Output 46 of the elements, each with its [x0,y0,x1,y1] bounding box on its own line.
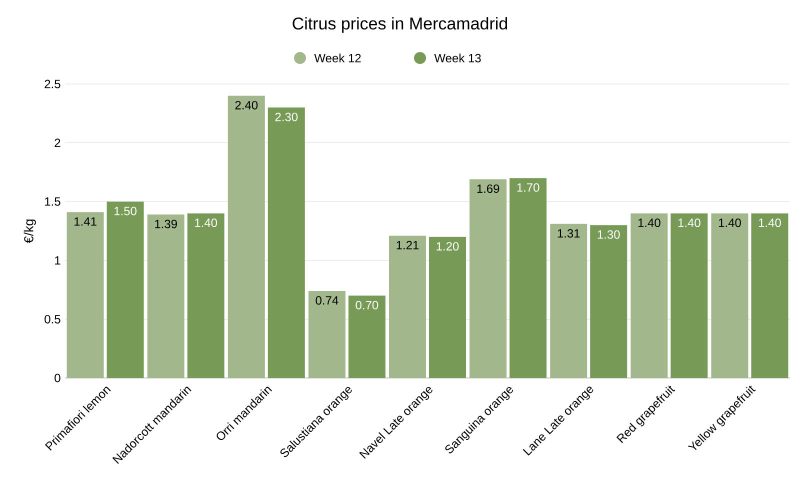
bar [348,296,386,378]
data-label: 1.40 [718,218,741,228]
data-label: 1.40 [758,218,781,228]
y-tick-label: 2 [54,138,60,147]
data-label: 1.31 [558,229,580,238]
y-tick-label: 0 [54,374,60,382]
bar [751,213,788,378]
data-label: 1.50 [114,206,136,216]
bar [429,236,466,378]
data-label: 1.41 [74,217,96,226]
y-axis-title: €/kg [24,220,36,244]
y-tick-label: 2.5 [44,80,60,88]
data-label: 1.40 [638,218,660,228]
data-label: 1.40 [678,218,700,228]
bar [630,213,668,378]
data-label: 1.20 [436,242,459,251]
bar [66,212,104,378]
data-label: 1.70 [517,183,540,192]
bar [147,214,184,378]
data-label: 0.74 [316,296,338,305]
bar [711,213,748,378]
data-label: 1.30 [598,230,620,239]
bar [670,213,708,378]
bar [550,224,588,378]
data-label: 2.30 [275,112,298,122]
data-label: 1.40 [195,218,218,228]
bar [389,236,426,378]
legend-label: Week 12 [314,54,361,62]
y-tick-label: 1 [55,256,60,265]
bar [268,108,305,378]
bar [470,179,507,378]
bar [106,202,144,378]
data-label: 1.69 [477,184,500,193]
y-tick-label: 0.5 [44,314,60,324]
y-tick-label: 1.5 [45,197,60,206]
data-label: 1.21 [396,240,419,250]
bar [228,96,265,378]
bar [590,225,628,378]
bar [510,178,547,378]
chart-title: Citrus prices in Mercamadrid [292,17,508,33]
legend-label: Week 13 [434,54,481,62]
data-label: 2.40 [235,100,258,110]
data-label: 1.39 [155,220,177,228]
bar [187,213,224,378]
bar [308,290,346,378]
data-label: 0.70 [356,300,378,310]
